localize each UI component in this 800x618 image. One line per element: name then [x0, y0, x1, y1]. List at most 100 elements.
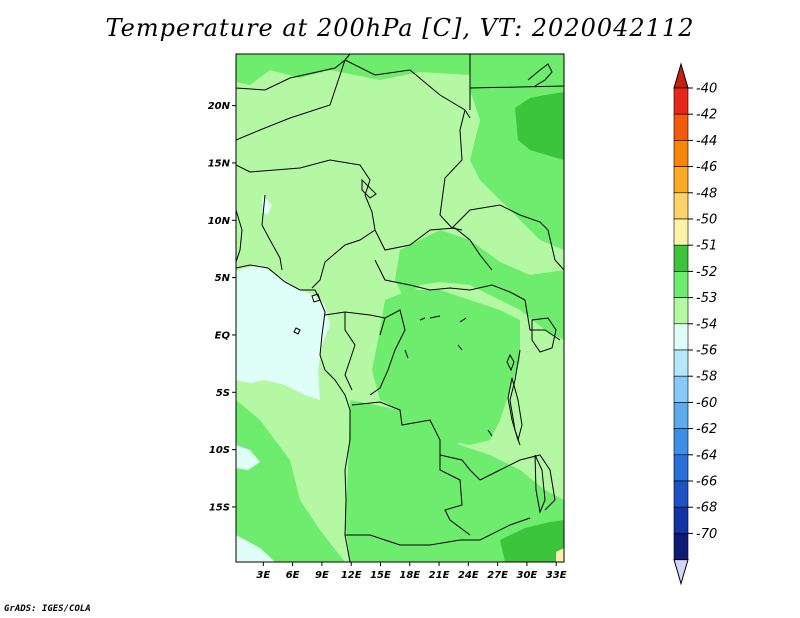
field-region-dark-southeast	[500, 520, 564, 562]
lat-tick-label: 10N	[208, 216, 231, 227]
colorbar-swatch	[673, 113, 689, 141]
colorbar-swatch	[673, 140, 689, 167]
colorbar-swatch	[673, 480, 689, 508]
colorbar-label: -48	[696, 186, 717, 201]
lat-tick-label: 5N	[215, 273, 231, 284]
border-niger-chad	[344, 59, 471, 119]
lake-tanganyika	[507, 377, 523, 442]
lake-kivu	[506, 353, 515, 372]
lat-tick-label: 15N	[208, 158, 231, 169]
border-angola-namibia	[345, 517, 531, 546]
lon-tick-label: 6E	[286, 570, 300, 581]
border-car-drc	[374, 259, 526, 301]
colorbar-label: -60	[696, 396, 717, 411]
colorbar-label: -58	[696, 370, 717, 385]
field-region-mid-north	[236, 54, 470, 85]
lon-tick-label: 27E	[487, 570, 508, 581]
longitude-axis: 3E 6E 9E 12E 15E 18E 21E 24E 27E 30E 33E	[256, 562, 567, 581]
colorbar-swatch	[673, 297, 689, 325]
field-region-mid-basin	[372, 290, 520, 445]
lon-tick-label: 15E	[370, 570, 391, 581]
border-angola-zambia	[439, 455, 471, 536]
border-congo-drc	[369, 309, 406, 396]
lon-tick-label: 30E	[517, 570, 538, 581]
lake-victoria	[531, 317, 557, 353]
colorbar-swatch	[673, 375, 689, 403]
colorbar-bottom-arrow	[673, 559, 689, 586]
colorbar-label: -42	[696, 108, 717, 123]
colorbar-label: -70	[696, 527, 717, 542]
border-libya-sudan	[469, 54, 564, 110]
credit-label: GrADS: IGES/COLA	[4, 604, 91, 614]
colorbar-swatch	[673, 454, 689, 482]
lat-tick-label: 10S	[209, 445, 230, 456]
colorbar-swatch	[673, 402, 689, 429]
field-region-pale-coast	[236, 445, 260, 470]
temperature-field	[236, 54, 564, 562]
lon-tick-label: 12E	[341, 570, 362, 581]
coastline-nw	[236, 209, 243, 263]
map-title: Temperature at 200hPa [C], VT: 202004211…	[105, 14, 695, 42]
lon-tick-label: 9E	[315, 570, 329, 581]
border-chad-car	[374, 227, 493, 271]
colorbar-label: -40	[696, 82, 717, 97]
lat-tick-label: 5S	[216, 388, 230, 399]
colorbar-label: -66	[696, 475, 717, 490]
border-cameroon-gabon	[324, 311, 386, 336]
colorbar-label: -68	[696, 501, 717, 516]
colorbar-swatch	[673, 271, 689, 298]
colorbar-label: -64	[696, 448, 717, 463]
border-sahara	[236, 54, 351, 91]
colorbar-swatch	[673, 87, 689, 115]
colorbar-label: -62	[696, 422, 717, 437]
colorbar-swatch	[673, 428, 689, 456]
lon-tick-label: 18E	[399, 570, 420, 581]
lake-chad	[361, 178, 377, 199]
lon-tick-label: 3E	[256, 570, 270, 581]
lat-tick-label: 20N	[208, 101, 231, 112]
field-region-dark-northeast	[515, 92, 564, 160]
lon-tick-label: 33E	[546, 570, 567, 581]
field-region-mid-west	[236, 400, 345, 562]
political-borders	[236, 54, 564, 562]
colorbar-label: -44	[696, 134, 717, 149]
colorbar-label: -46	[696, 160, 717, 175]
border-niger-nigeria	[236, 159, 371, 196]
latitude-axis: 20N 15N 10N 5N EQ 5S 10S 15S	[208, 101, 236, 513]
field-region-mid-south	[345, 400, 564, 562]
border-nigeria-cameroon	[311, 194, 376, 289]
lat-tick-label: 15S	[209, 502, 230, 513]
colorbar-swatch	[673, 244, 689, 272]
colorbar: -40 -42 -44 -46 -48 -50 -51 -52 -53 -54 -56 -58 -60 -…	[673, 62, 717, 586]
field-region-warm-se	[556, 548, 564, 562]
border-drc-angola	[351, 401, 481, 481]
field-region-mid-central	[395, 230, 564, 340]
lon-tick-label: 24E	[458, 570, 479, 581]
red-sea-coast	[527, 63, 553, 87]
colorbar-label: -51	[696, 239, 717, 254]
colorbar-swatch	[673, 349, 689, 377]
coastline-west	[236, 264, 351, 562]
small-lakes	[404, 315, 493, 437]
lon-tick-label: 21E	[429, 570, 450, 581]
colorbar-swatch	[673, 533, 689, 560]
border-car-sudan	[451, 204, 549, 231]
map-frame	[235, 53, 565, 563]
border-tanzania-zambia	[479, 454, 556, 511]
border-benin	[261, 194, 283, 271]
border-gabon-congo	[344, 312, 356, 391]
lake-malawi	[534, 454, 546, 514]
field-region-pale-gulf	[236, 265, 330, 400]
colorbar-swatch	[673, 323, 689, 351]
colorbar-label: -52	[696, 265, 717, 280]
colorbar-top-arrow	[673, 62, 689, 89]
border-mali-niger	[236, 59, 346, 141]
colorbar-label: -54	[696, 317, 717, 332]
lat-tick-label: EQ	[215, 330, 231, 341]
colorbar-label: -53	[696, 291, 717, 306]
colorbar-swatch	[673, 218, 689, 246]
coast-islands	[293, 293, 321, 335]
colorbar-swatch	[673, 166, 689, 194]
colorbar-label: -56	[696, 344, 717, 359]
